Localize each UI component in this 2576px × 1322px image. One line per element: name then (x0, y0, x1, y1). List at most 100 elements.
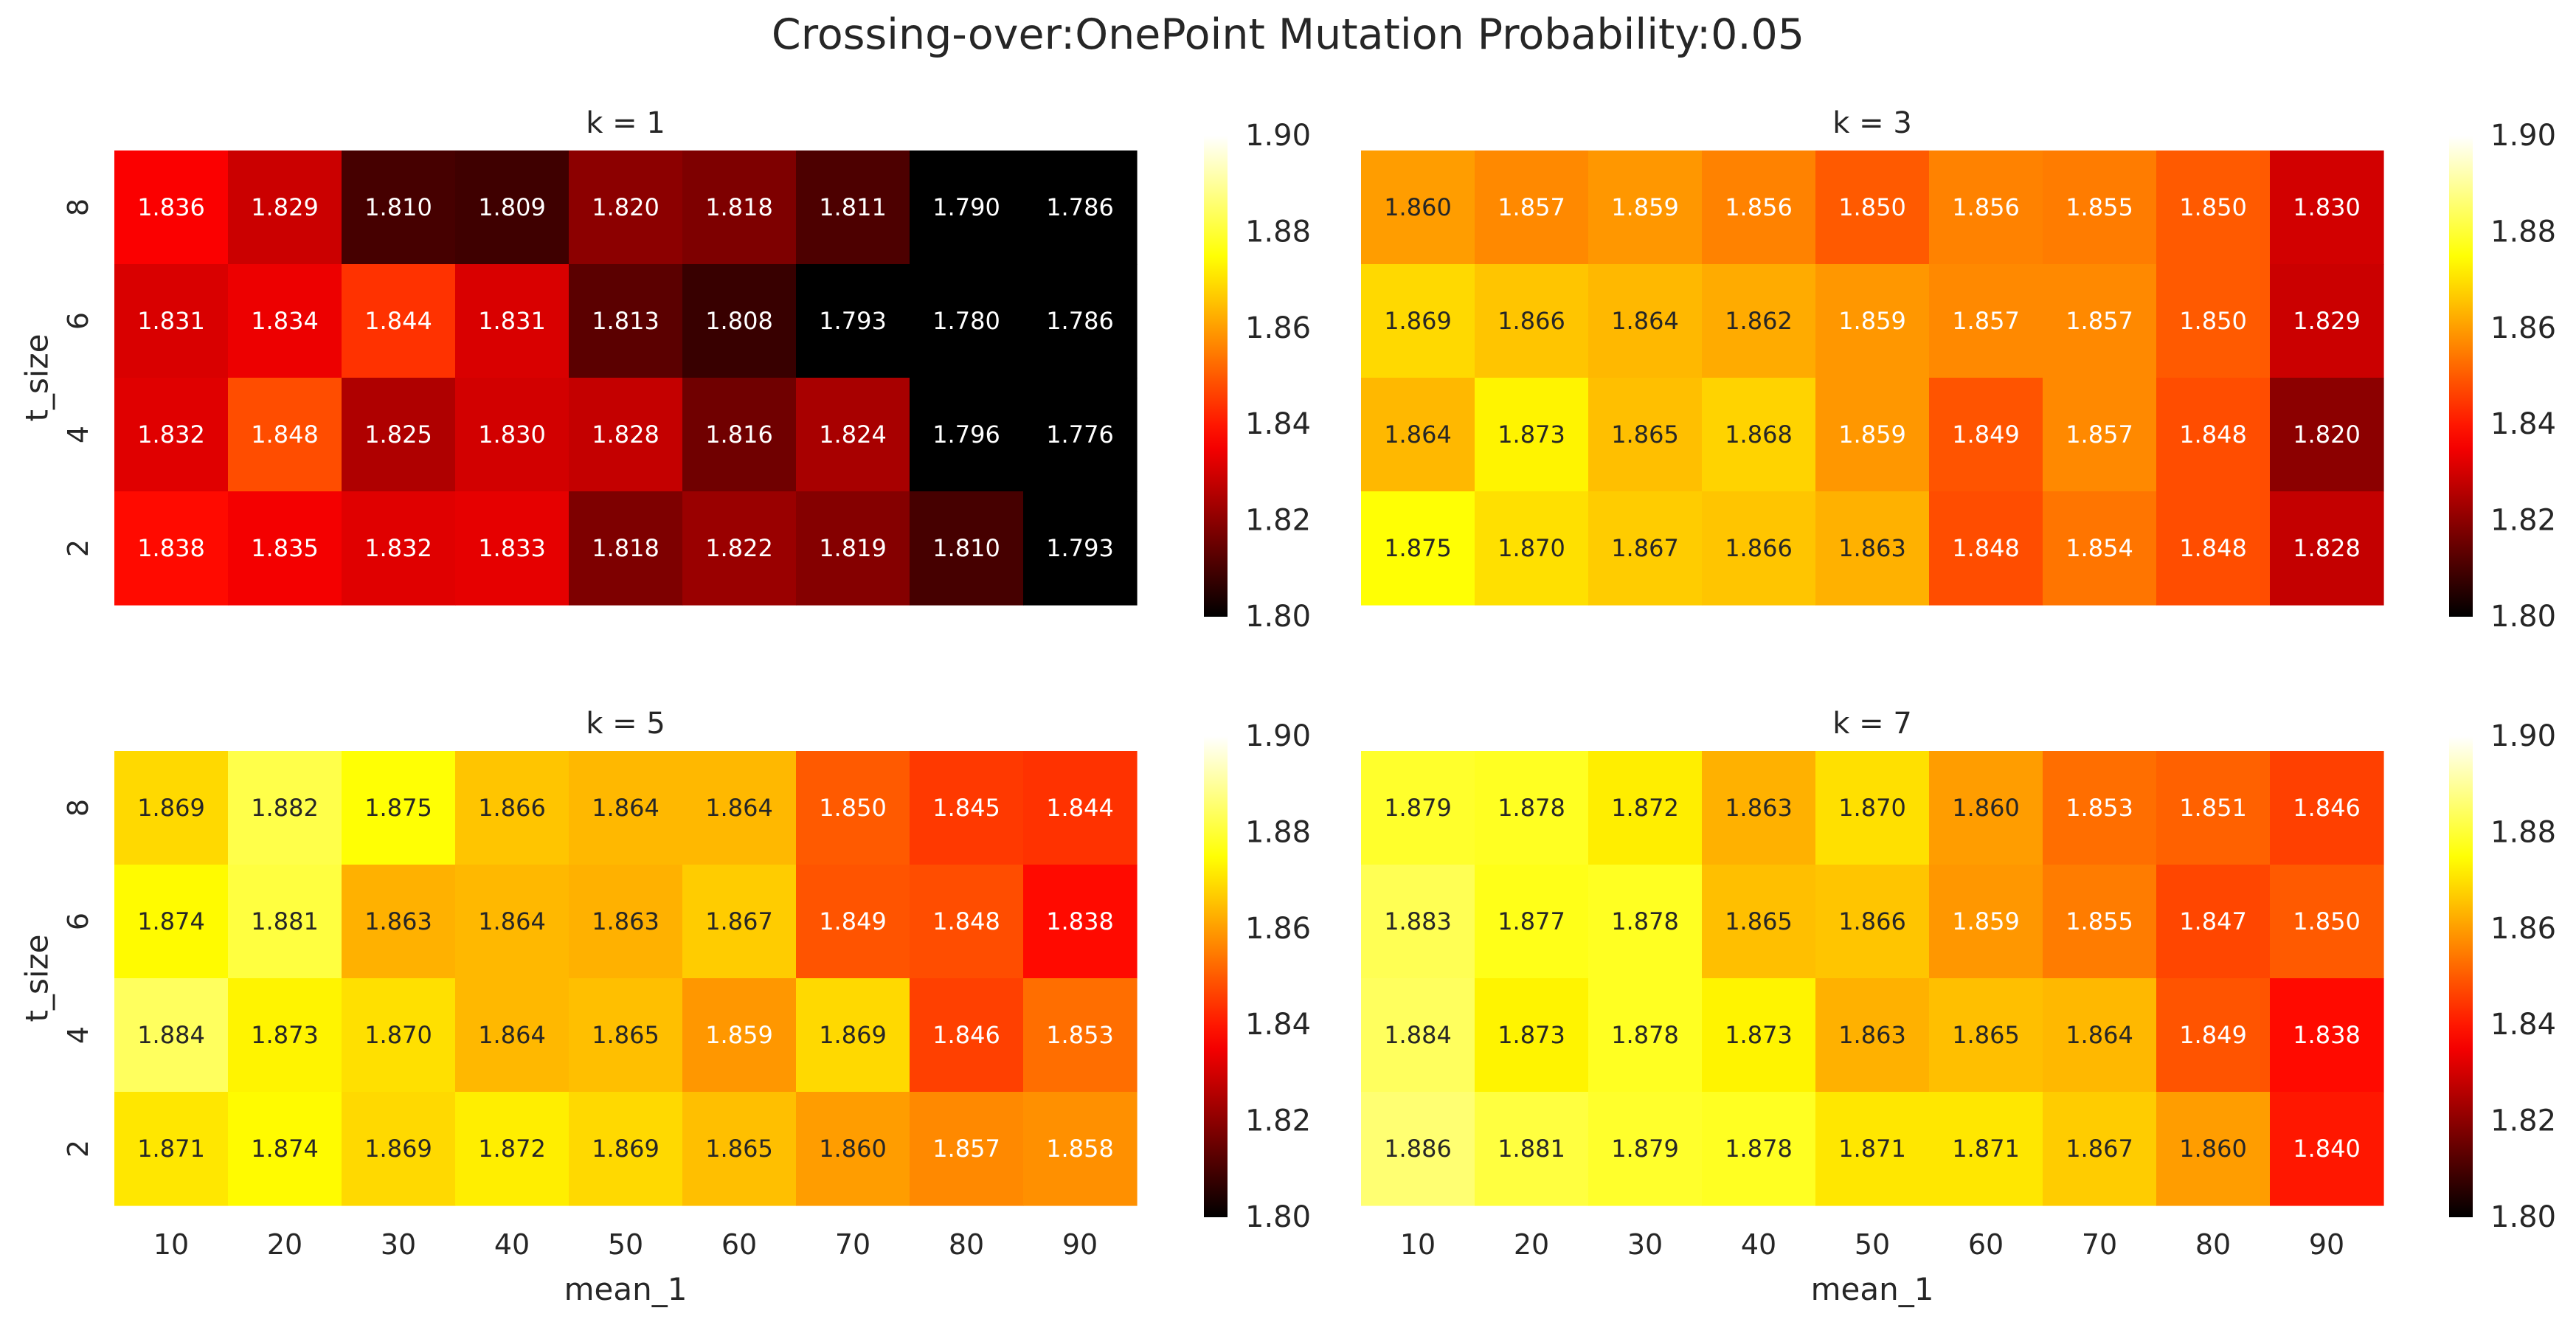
heatmap-cell (796, 865, 910, 979)
cell-value-label: 1.864 (478, 1021, 546, 1049)
heatmap-cell (1702, 1092, 1816, 1206)
cell-value-label: 1.776 (1046, 421, 1114, 449)
cell-value-label: 1.865 (1952, 1021, 2020, 1049)
cell-value-label: 1.849 (1952, 421, 2020, 449)
cell-value-label: 1.846 (2293, 794, 2361, 822)
heatmap-cell (1023, 491, 1138, 606)
cell-value-label: 1.809 (478, 193, 546, 221)
heatmap-cell (2156, 978, 2271, 1093)
heatmap-cell (2156, 865, 2271, 979)
cell-value-label: 1.838 (137, 534, 205, 562)
heatmap-cell (114, 150, 229, 265)
heatmap-cell (910, 378, 1024, 492)
heatmap-cell (1475, 978, 1589, 1093)
cell-value-label: 1.874 (251, 1135, 319, 1163)
heatmap-cell (228, 1092, 342, 1206)
heatmap-cell (1023, 1092, 1138, 1206)
heatmap-cell (2156, 378, 2271, 492)
cell-value-label: 1.793 (1046, 534, 1114, 562)
heatmap-cell (2270, 150, 2384, 265)
heatmap-cell (1588, 264, 1703, 378)
y-axis-label: t_size (19, 334, 55, 422)
cell-value-label: 1.838 (2293, 1021, 2361, 1049)
heatmap-cell (455, 1092, 569, 1206)
heatmap-cell (1023, 978, 1138, 1093)
colorbar-tick-label: 1.80 (1245, 600, 1311, 634)
cell-value-label: 1.808 (705, 307, 773, 335)
heatmap-cell (1023, 865, 1138, 979)
y-tick-label: 4 (62, 1026, 94, 1044)
x-tick-label: 40 (1741, 1228, 1776, 1261)
colorbar-tick-label: 1.86 (1245, 311, 1311, 345)
cell-value-label: 1.836 (137, 193, 205, 221)
x-tick-label: 70 (2082, 1228, 2117, 1261)
cell-value-label: 1.874 (137, 907, 205, 935)
cell-value-label: 1.870 (364, 1021, 432, 1049)
cell-value-label: 1.853 (2066, 794, 2133, 822)
cell-value-label: 1.828 (2293, 534, 2361, 562)
colorbar-tick-label: 1.86 (1245, 912, 1311, 946)
cell-value-label: 1.870 (1498, 534, 1565, 562)
heatmap-cell (1815, 150, 1930, 265)
heatmap-cell (455, 378, 569, 492)
cell-value-label: 1.884 (137, 1021, 205, 1049)
heatmap-cell (1361, 378, 1475, 492)
cell-value-label: 1.871 (1952, 1135, 2020, 1163)
x-tick-label: 60 (1968, 1228, 2004, 1261)
heatmap-cell (228, 978, 342, 1093)
heatmap-cell (569, 264, 683, 378)
cell-value-label: 1.850 (2179, 193, 2247, 221)
heatmap-cell (1929, 865, 2043, 979)
cell-value-label: 1.864 (592, 794, 659, 822)
cell-value-label: 1.866 (1725, 534, 1793, 562)
heatmap-cell (1023, 264, 1138, 378)
cell-value-label: 1.881 (1498, 1135, 1565, 1163)
cell-value-label: 1.793 (819, 307, 887, 335)
heatmap-cell (1702, 978, 1816, 1093)
cell-value-label: 1.796 (932, 421, 1000, 449)
cell-value-label: 1.878 (1611, 1021, 1679, 1049)
heatmap-cell (2270, 378, 2384, 492)
cell-value-label: 1.873 (251, 1021, 319, 1049)
cell-value-label: 1.850 (1838, 193, 1906, 221)
colorbar-tick-label: 1.88 (2490, 215, 2556, 249)
colorbar-tick-label: 1.90 (1245, 719, 1311, 753)
cell-value-label: 1.882 (251, 794, 319, 822)
heatmap-cell (1475, 865, 1589, 979)
x-axis-label: mean_1 (1811, 1271, 1934, 1307)
heatmap-cell (569, 978, 683, 1093)
cell-value-label: 1.878 (1498, 794, 1565, 822)
cell-value-label: 1.856 (1952, 193, 2020, 221)
cell-value-label: 1.850 (2293, 907, 2361, 935)
cell-value-label: 1.857 (2066, 307, 2133, 335)
heatmap-cell (1588, 751, 1703, 865)
heatmap-cell (796, 264, 910, 378)
heatmap-cell (342, 751, 456, 865)
cell-value-label: 1.818 (592, 534, 659, 562)
cell-value-label: 1.849 (2179, 1021, 2247, 1049)
cell-value-label: 1.875 (364, 794, 432, 822)
colorbar-tick-label: 1.84 (1245, 1008, 1311, 1042)
cell-value-label: 1.872 (478, 1135, 546, 1163)
colorbar-tick-label: 1.82 (1245, 1104, 1311, 1138)
heatmap-cell (1475, 1092, 1589, 1206)
heatmap-cell (1702, 150, 1816, 265)
colorbar-tick-label: 1.88 (1245, 215, 1311, 249)
x-tick-label: 90 (2309, 1228, 2344, 1261)
cell-value-label: 1.867 (1611, 534, 1679, 562)
cell-value-label: 1.857 (1952, 307, 2020, 335)
heatmap-cell (910, 150, 1024, 265)
heatmap-cell (796, 978, 910, 1093)
cell-value-label: 1.780 (932, 307, 1000, 335)
heatmap-cell (910, 751, 1024, 865)
heatmap-cell (1023, 150, 1138, 265)
heatmap-cell (2043, 978, 2157, 1093)
cell-value-label: 1.844 (1046, 794, 1114, 822)
cell-value-label: 1.864 (1384, 421, 1452, 449)
cell-value-label: 1.877 (1498, 907, 1565, 935)
cell-value-label: 1.848 (251, 421, 319, 449)
heatmap-cell (1475, 751, 1589, 865)
colorbar-tick-label: 1.82 (2490, 504, 2556, 538)
heatmap-cell (455, 491, 569, 606)
cell-value-label: 1.830 (478, 421, 546, 449)
